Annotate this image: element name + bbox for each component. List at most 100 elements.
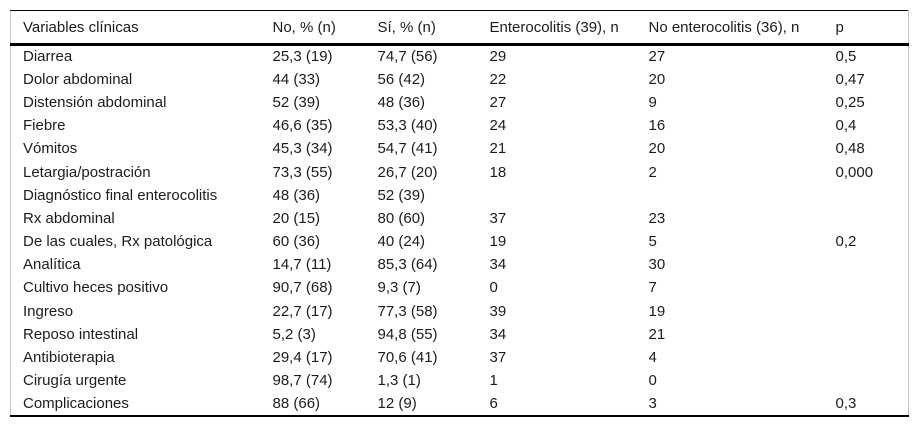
cell-no-enterocolitis-n: 9 <box>648 93 657 111</box>
table-row: Cirugía urgente 98,7 (74) 1,3 (1) 1 0 <box>11 369 909 392</box>
cell-si-percent: 94,8 (55) <box>377 325 438 343</box>
cell-p-value: 0,25 <box>835 93 865 111</box>
cell-no-percent: 60 (36) <box>272 233 321 251</box>
cell-p-value: 0,48 <box>835 140 865 158</box>
cell-p-value <box>836 184 909 207</box>
cell-variable: Cultivo heces positivo <box>23 279 169 297</box>
table-row: Reposo intestinal 5,2 (3) 94,8 (55) 34 2… <box>11 323 909 346</box>
cell-variable: Rx abdominal <box>23 209 115 227</box>
cell-si-percent: 12 (9) <box>377 394 417 412</box>
cell-variable: Vómitos <box>23 140 78 158</box>
cell-no-enterocolitis-n: 21 <box>648 325 666 343</box>
cell-p-value <box>836 207 909 230</box>
cell-no-percent: 52 (39) <box>272 93 321 111</box>
cell-si-percent: 77,3 (58) <box>377 302 438 320</box>
cell-no-percent: 14,7 (11) <box>272 256 332 274</box>
cell-p-value: 0,47 <box>835 70 865 88</box>
cell-p-value: 0,5 <box>835 48 857 66</box>
cell-no-percent: 5,2 (3) <box>272 325 316 343</box>
cell-no-percent: 90,7 (68) <box>272 279 333 297</box>
cell-enterocolitis-n: 37 <box>489 349 507 367</box>
cell-variable: Fiebre <box>23 117 66 135</box>
cell-no-percent: 98,7 (74) <box>272 372 333 390</box>
cell-variable: Cirugía urgente <box>23 372 127 390</box>
cell-si-percent: 85,3 (64) <box>377 256 438 274</box>
cell-p-value <box>836 276 909 299</box>
cell-p-value <box>836 300 909 323</box>
cell-no-percent: 20 (15) <box>272 209 321 227</box>
cell-variable: Reposo intestinal <box>23 325 139 343</box>
cell-variable: Antibioterapia <box>23 349 115 367</box>
cell-no-enterocolitis-n: 0 <box>648 372 657 390</box>
cell-p-value: 0,2 <box>835 233 857 251</box>
cell-variable: Complicaciones <box>23 394 129 412</box>
table-row: Letargia/postración 73,3 (55) 26,7 (20) … <box>11 160 909 183</box>
clinical-variables-table: Variables clínicas No, % (n) Sí, % (n) E… <box>10 10 909 417</box>
cell-si-percent: 1,3 (1) <box>377 372 421 390</box>
cell-no-enterocolitis-n: 5 <box>648 233 657 251</box>
cell-no-enterocolitis-n: 20 <box>648 140 666 158</box>
cell-no-enterocolitis-n: 30 <box>648 256 666 274</box>
cell-enterocolitis-n: 18 <box>489 163 507 181</box>
column-header-no-percent: No, % (n) <box>272 10 378 46</box>
cell-si-percent: 40 (24) <box>377 233 426 251</box>
cell-si-percent: 80 (60) <box>377 209 426 227</box>
cell-no-enterocolitis-n: 16 <box>648 117 666 135</box>
table-row: Diagnóstico final enterocolitis 48 (36) … <box>11 184 909 207</box>
cell-enterocolitis-n: 1 <box>489 372 498 390</box>
cell-no-enterocolitis-n: 27 <box>648 48 666 66</box>
cell-p-value: 0,4 <box>835 117 857 135</box>
cell-enterocolitis-n <box>490 184 649 207</box>
cell-p-value <box>836 253 909 276</box>
cell-p-value <box>836 323 909 346</box>
table-row: Ingreso 22,7 (17) 77,3 (58) 39 19 <box>11 300 909 323</box>
cell-no-enterocolitis-n: 2 <box>648 163 657 181</box>
cell-variable: De las cuales, Rx patológica <box>23 233 213 251</box>
table-row: Rx abdominal 20 (15) 80 (60) 37 23 <box>11 207 909 230</box>
cell-enterocolitis-n: 39 <box>489 302 507 320</box>
cell-no-enterocolitis-n: 20 <box>648 70 666 88</box>
cell-variable: Dolor abdominal <box>23 70 133 88</box>
cell-enterocolitis-n: 34 <box>489 325 507 343</box>
cell-enterocolitis-n: 24 <box>489 117 507 135</box>
column-header-no-enterocolitis: No enterocolitis (36), n <box>648 10 836 46</box>
cell-variable: Letargia/postración <box>23 163 151 181</box>
cell-enterocolitis-n: 29 <box>489 48 507 66</box>
cell-enterocolitis-n: 37 <box>489 209 507 227</box>
cell-variable: Distensión abdominal <box>23 93 167 111</box>
cell-si-percent: 56 (42) <box>377 70 426 88</box>
cell-no-percent: 45,3 (34) <box>272 140 333 158</box>
cell-no-percent: 48 (36) <box>272 186 321 204</box>
table-row: Complicaciones 88 (66) 12 (9) 6 3 0,3 <box>11 392 909 415</box>
cell-si-percent: 53,3 (40) <box>377 117 438 135</box>
cell-si-percent: 74,7 (56) <box>377 48 438 66</box>
cell-enterocolitis-n: 19 <box>489 233 507 251</box>
cell-no-percent: 29,4 (17) <box>272 349 333 367</box>
cell-p-value: 0,000 <box>835 163 874 181</box>
cell-no-percent: 73,3 (55) <box>272 163 333 181</box>
column-header-si-percent: Sí, % (n) <box>377 10 490 46</box>
table-row: Cultivo heces positivo 90,7 (68) 9,3 (7)… <box>11 276 909 299</box>
column-header-variables-clinicas: Variables clínicas <box>10 10 273 46</box>
cell-si-percent: 70,6 (41) <box>377 349 438 367</box>
table-row: Distensión abdominal 52 (39) 48 (36) 27 … <box>11 91 909 114</box>
cell-p-value <box>836 369 909 392</box>
cell-si-percent: 52 (39) <box>377 186 426 204</box>
cell-no-enterocolitis-n: 4 <box>648 349 657 367</box>
cell-si-percent: 48 (36) <box>377 93 426 111</box>
cell-variable: Diarrea <box>23 48 73 66</box>
cell-enterocolitis-n: 21 <box>489 140 507 158</box>
cell-si-percent: 54,7 (41) <box>377 140 438 158</box>
cell-variable: Diagnóstico final enterocolitis <box>23 186 218 204</box>
cell-p-value <box>836 346 909 369</box>
cell-enterocolitis-n: 0 <box>489 279 498 297</box>
column-header-p-value: p <box>835 10 909 46</box>
table-row: Antibioterapia 29,4 (17) 70,6 (41) 37 4 <box>11 346 909 369</box>
cell-no-percent: 25,3 (19) <box>272 48 333 66</box>
cell-no-enterocolitis-n: 23 <box>648 209 666 227</box>
table-row: Vómitos 45,3 (34) 54,7 (41) 21 20 0,48 <box>11 137 909 160</box>
table-body: Diarrea 25,3 (19) 74,7 (56) 29 27 0,5 Do… <box>11 45 909 416</box>
cell-no-percent: 22,7 (17) <box>272 302 333 320</box>
cell-enterocolitis-n: 34 <box>489 256 507 274</box>
cell-enterocolitis-n: 22 <box>489 70 507 88</box>
